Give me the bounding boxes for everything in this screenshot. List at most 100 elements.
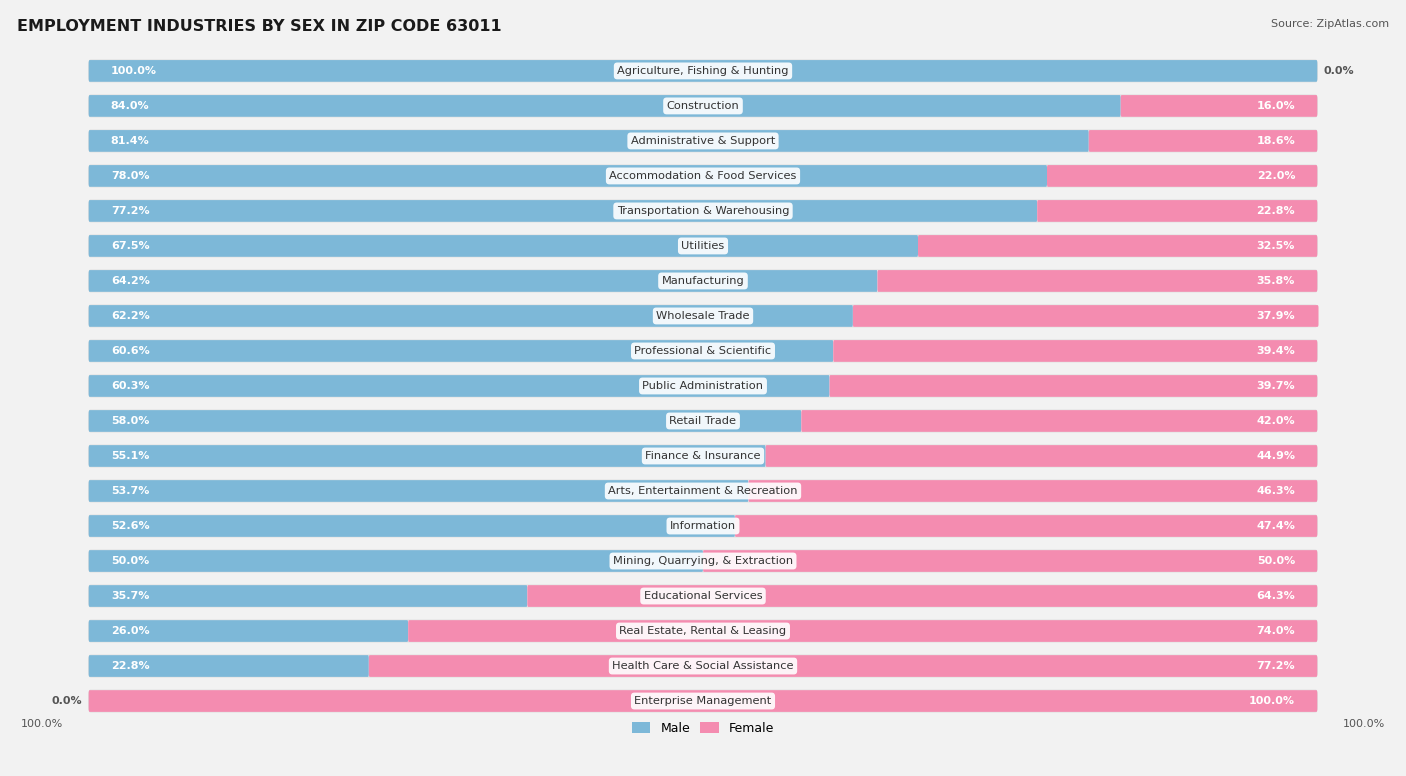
Text: Transportation & Warehousing: Transportation & Warehousing [617,206,789,216]
FancyBboxPatch shape [877,270,1317,292]
Text: 81.4%: 81.4% [111,136,149,146]
FancyBboxPatch shape [703,550,1317,572]
FancyBboxPatch shape [408,620,1317,642]
FancyBboxPatch shape [1088,130,1317,152]
Text: 42.0%: 42.0% [1257,416,1295,426]
FancyBboxPatch shape [89,165,1317,187]
Text: EMPLOYMENT INDUSTRIES BY SEX IN ZIP CODE 63011: EMPLOYMENT INDUSTRIES BY SEX IN ZIP CODE… [17,19,502,34]
FancyBboxPatch shape [89,60,1317,81]
Text: Real Estate, Rental & Leasing: Real Estate, Rental & Leasing [620,626,786,636]
Text: Manufacturing: Manufacturing [662,276,744,286]
FancyBboxPatch shape [89,200,1317,222]
Text: Professional & Scientific: Professional & Scientific [634,346,772,356]
Text: Mining, Quarrying, & Extraction: Mining, Quarrying, & Extraction [613,556,793,566]
Text: 39.7%: 39.7% [1257,381,1295,391]
FancyBboxPatch shape [89,375,1317,397]
FancyBboxPatch shape [89,340,1317,362]
Text: 100.0%: 100.0% [1249,696,1295,706]
FancyBboxPatch shape [89,690,1317,712]
Text: 44.9%: 44.9% [1256,451,1295,461]
Text: 55.1%: 55.1% [111,451,149,461]
FancyBboxPatch shape [89,235,918,257]
Text: Enterprise Management: Enterprise Management [634,696,772,706]
FancyBboxPatch shape [89,270,877,292]
FancyBboxPatch shape [89,375,830,397]
Text: 18.6%: 18.6% [1257,136,1295,146]
FancyBboxPatch shape [89,130,1317,152]
Text: 50.0%: 50.0% [111,556,149,566]
FancyBboxPatch shape [89,585,1317,607]
Text: Health Care & Social Assistance: Health Care & Social Assistance [612,661,794,671]
Text: Information: Information [669,521,737,531]
FancyBboxPatch shape [89,411,1317,431]
Legend: Male, Female: Male, Female [627,717,779,740]
Text: Finance & Insurance: Finance & Insurance [645,451,761,461]
Text: 35.8%: 35.8% [1257,276,1295,286]
Text: Source: ZipAtlas.com: Source: ZipAtlas.com [1271,19,1389,29]
FancyBboxPatch shape [89,515,735,537]
Text: 67.5%: 67.5% [111,241,149,251]
FancyBboxPatch shape [89,60,1317,81]
Text: Retail Trade: Retail Trade [669,416,737,426]
Text: 53.7%: 53.7% [111,486,149,496]
FancyBboxPatch shape [89,445,766,467]
Text: 35.7%: 35.7% [111,591,149,601]
FancyBboxPatch shape [89,585,527,607]
Text: 16.0%: 16.0% [1257,101,1295,111]
Text: 60.6%: 60.6% [111,346,149,356]
FancyBboxPatch shape [830,375,1317,397]
FancyBboxPatch shape [89,515,1317,537]
Text: 22.8%: 22.8% [1257,206,1295,216]
Text: 26.0%: 26.0% [111,626,149,636]
Text: 78.0%: 78.0% [111,171,149,181]
FancyBboxPatch shape [1121,95,1317,116]
FancyBboxPatch shape [89,550,703,572]
Text: 77.2%: 77.2% [1257,661,1295,671]
FancyBboxPatch shape [801,411,1317,431]
FancyBboxPatch shape [853,305,1319,327]
FancyBboxPatch shape [89,620,408,642]
FancyBboxPatch shape [89,340,834,362]
FancyBboxPatch shape [89,200,1038,222]
FancyBboxPatch shape [527,585,1317,607]
Text: 74.0%: 74.0% [1257,626,1295,636]
Text: 47.4%: 47.4% [1257,521,1295,531]
FancyBboxPatch shape [89,411,801,431]
FancyBboxPatch shape [1047,165,1317,187]
Text: Arts, Entertainment & Recreation: Arts, Entertainment & Recreation [609,486,797,496]
Text: 39.4%: 39.4% [1257,346,1295,356]
FancyBboxPatch shape [89,95,1317,116]
Text: 60.3%: 60.3% [111,381,149,391]
Text: Construction: Construction [666,101,740,111]
Text: Administrative & Support: Administrative & Support [631,136,775,146]
FancyBboxPatch shape [918,235,1317,257]
Text: 58.0%: 58.0% [111,416,149,426]
FancyBboxPatch shape [89,620,1317,642]
FancyBboxPatch shape [748,480,1317,502]
Text: 52.6%: 52.6% [111,521,149,531]
FancyBboxPatch shape [89,270,1317,292]
Text: 62.2%: 62.2% [111,311,149,321]
Text: 32.5%: 32.5% [1257,241,1295,251]
Text: Wholesale Trade: Wholesale Trade [657,311,749,321]
Text: 0.0%: 0.0% [52,696,83,706]
Text: Utilities: Utilities [682,241,724,251]
Text: Educational Services: Educational Services [644,591,762,601]
FancyBboxPatch shape [89,235,1317,257]
Text: 50.0%: 50.0% [1257,556,1295,566]
FancyBboxPatch shape [89,655,1317,677]
Text: 64.3%: 64.3% [1257,591,1295,601]
FancyBboxPatch shape [89,690,1317,712]
FancyBboxPatch shape [1038,200,1317,222]
Text: 46.3%: 46.3% [1257,486,1295,496]
FancyBboxPatch shape [89,480,1317,502]
Text: Accommodation & Food Services: Accommodation & Food Services [609,171,797,181]
FancyBboxPatch shape [89,165,1047,187]
FancyBboxPatch shape [89,95,1121,116]
Text: 64.2%: 64.2% [111,276,149,286]
Text: 84.0%: 84.0% [111,101,149,111]
FancyBboxPatch shape [89,130,1088,152]
Text: 22.0%: 22.0% [1257,171,1295,181]
Text: 77.2%: 77.2% [111,206,149,216]
FancyBboxPatch shape [89,480,748,502]
